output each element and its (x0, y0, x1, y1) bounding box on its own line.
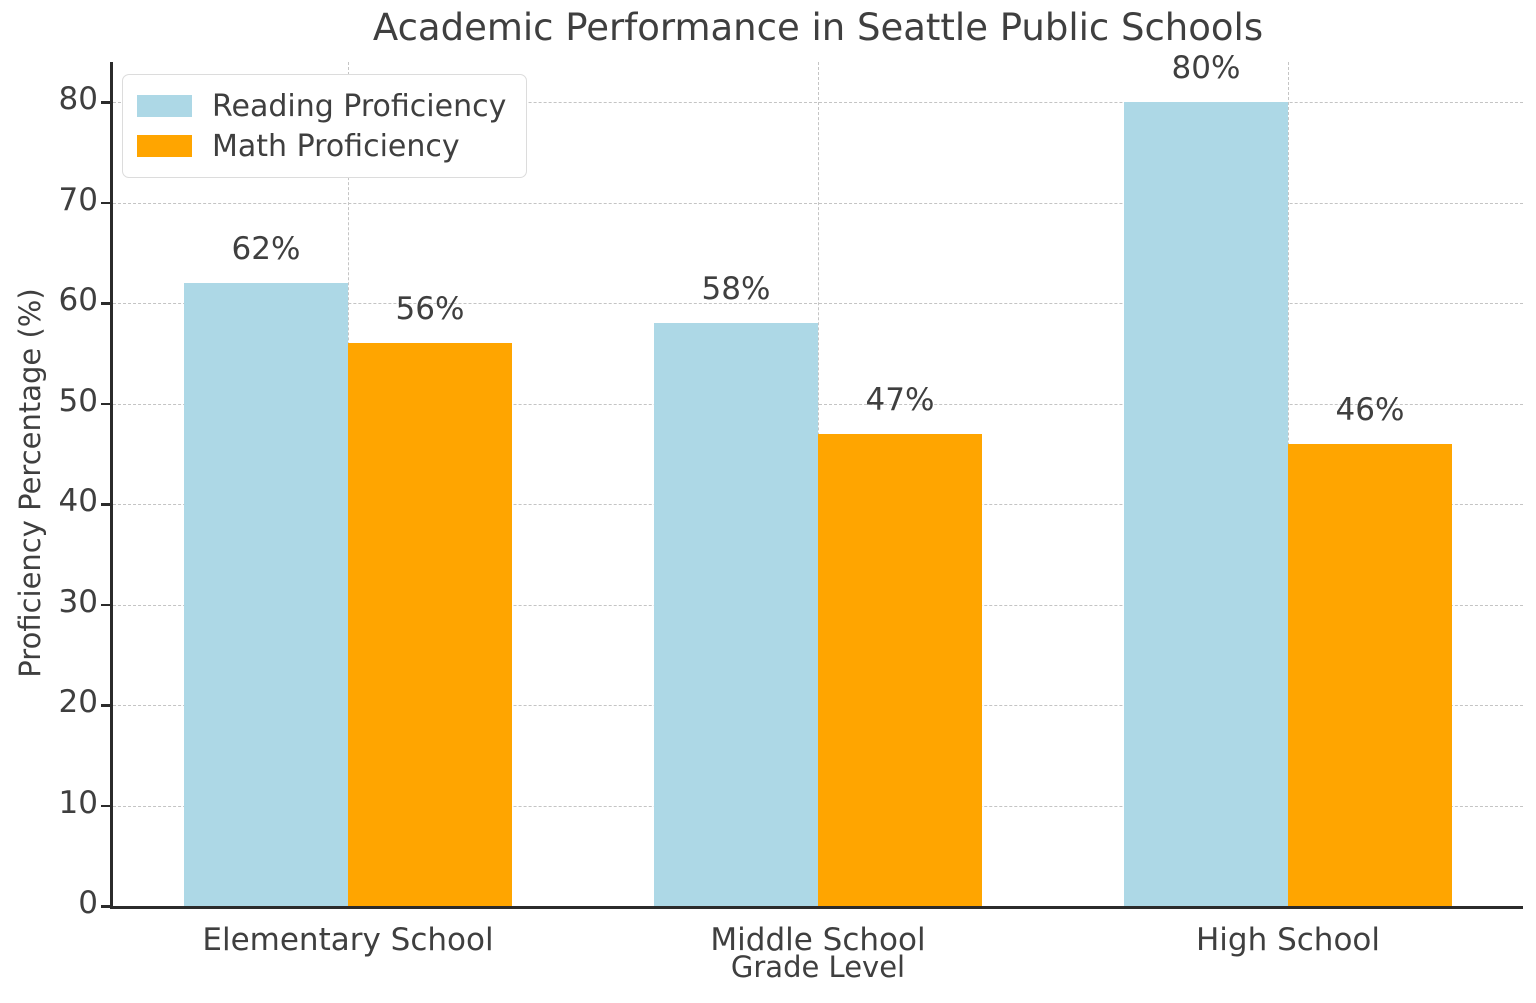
legend-swatch-math-icon (137, 135, 192, 157)
y-tick-mark (101, 905, 110, 908)
bar-math-1[interactable] (348, 343, 512, 906)
bar-math-3[interactable] (1288, 443, 1452, 906)
x-tick-label-1: Elementary School (202, 922, 494, 958)
legend-item-math[interactable]: Math Proficiency (137, 126, 506, 166)
y-tick-mark (101, 603, 110, 607)
bar-value-label-reading-1: 62% (231, 231, 301, 268)
y-tick-mark (101, 503, 110, 506)
bar-value-label-math-3: 46% (1335, 391, 1405, 428)
bar-value-label-reading-2: 58% (701, 271, 771, 308)
y-tick-label: 10 (58, 784, 98, 821)
plot-area: 0 10 20 30 40 50 60 70 80 62% 56% 58% 47% 80% 46% Ele… (59, 50, 1523, 958)
x-tick-label-2: Middle School (710, 922, 926, 958)
y-tick-label: 80 (58, 81, 98, 118)
legend-item-reading[interactable]: Reading Proficiency (137, 86, 506, 126)
y-tick-mark (101, 201, 110, 205)
legend-label-math: Math Proficiency (212, 128, 460, 164)
bar-value-label-math-1: 56% (395, 291, 465, 328)
y-tick-label: 20 (58, 684, 98, 721)
y-tick-label: 50 (58, 382, 98, 419)
y-axis-spine (110, 62, 113, 909)
x-axis-title: Grade Level (730, 950, 906, 984)
y-tick-label: 0 (78, 885, 98, 921)
x-axis-spine (110, 906, 1523, 909)
chart-legend: Reading Proficiency Math Proficiency (122, 74, 528, 178)
bar-math-2[interactable] (818, 433, 982, 906)
bar-value-label-reading-3: 80% (1171, 50, 1241, 87)
y-tick-label: 40 (58, 483, 98, 520)
y-tick-mark (101, 101, 110, 104)
y-tick-mark (101, 804, 110, 808)
y-tick-mark (101, 704, 110, 707)
bar-reading-1[interactable] (184, 283, 348, 906)
chart-title: Academic Performance in Seattle Public S… (372, 6, 1264, 49)
legend-swatch-reading-icon (137, 95, 192, 117)
y-tick-label: 70 (58, 181, 98, 218)
y-axis-title: Proficiency Percentage (%) (13, 288, 47, 678)
y-tick-label: 60 (58, 282, 98, 319)
x-tick-label-3: High School (1195, 922, 1381, 958)
y-tick-label: 30 (58, 583, 98, 620)
bar-value-label-math-2: 47% (865, 381, 935, 418)
bar-reading-2[interactable] (654, 323, 818, 906)
legend-label-reading: Reading Proficiency (212, 88, 507, 124)
y-tick-mark (101, 402, 110, 406)
y-tick-mark (101, 302, 110, 305)
bar-reading-3[interactable] (1124, 102, 1288, 906)
